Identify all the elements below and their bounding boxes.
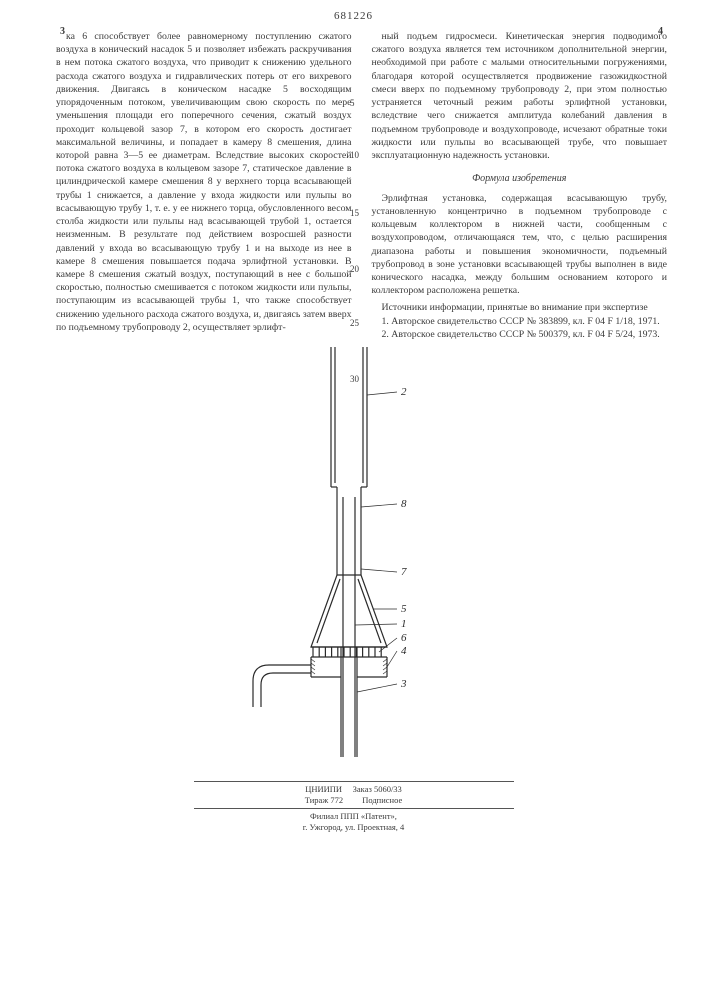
technical-figure: 2 8 7 5 1 64 3: [239, 347, 469, 777]
airlift-diagram: 2 8 7 5 1 64 3: [239, 347, 469, 777]
svg-text:7: 7: [401, 566, 407, 578]
footer-order: Заказ 5060/33: [353, 784, 402, 794]
svg-text:1: 1: [401, 618, 407, 630]
svg-text:2: 2: [401, 386, 407, 398]
svg-text:4: 4: [401, 645, 407, 657]
formula-title: Формула изобретения: [372, 172, 668, 186]
right-column: ный подъем гидросмеси. Кинетическая энер…: [372, 30, 668, 341]
svg-text:6: 6: [401, 632, 407, 644]
svg-text:3: 3: [400, 678, 407, 690]
footer-line3: г. Ужгород, ул. Проектная, 4: [0, 822, 707, 833]
column-marker-right: 4: [658, 26, 663, 37]
source-2: 2. Авторское свидетельство СССР № 500379…: [372, 328, 668, 341]
right-paragraph-2: Эрлифтная установка, содержащая всасываю…: [372, 192, 668, 298]
svg-text:8: 8: [401, 498, 407, 510]
sources-intro: Источники информации, принятые во вниман…: [372, 301, 668, 314]
footer-line2: Филиал ППП «Патент»,: [0, 811, 707, 822]
footer-sub: Подписное: [362, 795, 402, 805]
line-marker: 10: [350, 150, 359, 160]
line-marker: 5: [350, 98, 355, 108]
footer-tirage: Тираж 772: [305, 795, 343, 805]
svg-text:5: 5: [401, 603, 407, 615]
text-columns: ка 6 способствует более равномерному пос…: [0, 22, 707, 345]
line-marker: 15: [350, 208, 359, 218]
left-column: ка 6 способствует более равномерному пос…: [56, 30, 352, 341]
right-paragraph-1: ный подъем гидросмеси. Кинетическая энер…: [372, 30, 668, 162]
line-marker: 25: [350, 318, 359, 328]
patent-number: 681226: [0, 0, 707, 22]
column-marker-left: 3: [60, 26, 65, 37]
source-1: 1. Авторское свидетельство СССР № 383899…: [372, 315, 668, 328]
footer-org: ЦНИИПИ: [305, 784, 342, 794]
imprint-footer: ЦНИИПИ Заказ 5060/33 Тираж 772 Подписное…: [0, 781, 707, 839]
line-marker: 20: [350, 264, 359, 274]
left-paragraph: ка 6 способствует более равномерному пос…: [56, 30, 352, 334]
